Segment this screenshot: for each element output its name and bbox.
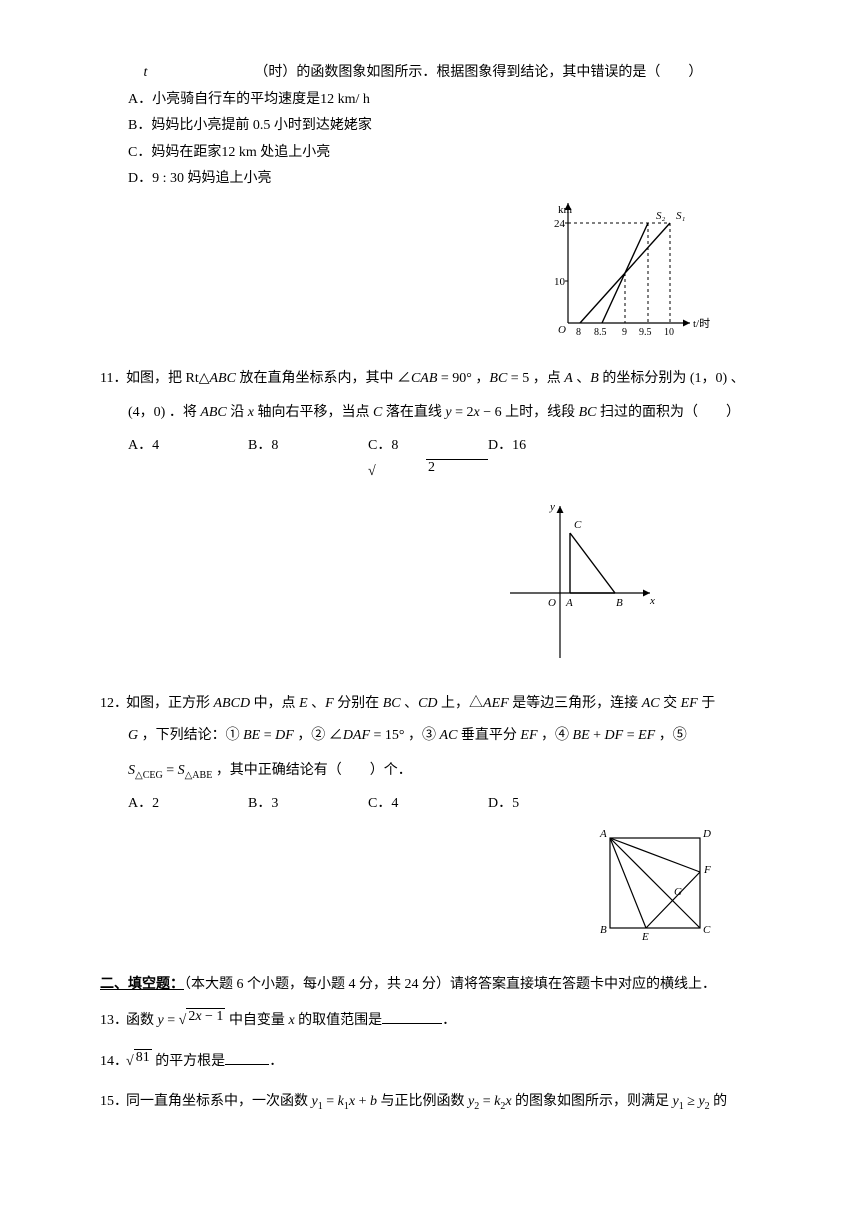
section2-head: 二、填空题： (100, 977, 184, 992)
svg-text:D: D (702, 828, 711, 840)
q12: 12．如图，正方形 ABCD 中，点 E 、F 分别在 BC 、CD 上，△AE… (100, 691, 760, 954)
q10-optB: B．妈妈比小亮提前 0.5 小时到达姥姥家 (128, 113, 760, 140)
xtick-95: 9.5 (639, 327, 652, 338)
section2-body: （本大题 6 个小题，每小题 4 分，共 24 分）请将答案直接填在答题卡中对应… (184, 977, 716, 992)
x-label: t/时 (693, 317, 710, 330)
q10-stem-text: （时）的函数图象如图所示．根据图象得到结论，其中错误的是（ ） (254, 65, 702, 80)
q12-optB: B．3 (248, 791, 368, 818)
q10-t: t (144, 65, 148, 80)
svg-text:x: x (649, 595, 655, 607)
s1-label: S₁ (676, 210, 686, 222)
q11-num: 11． (100, 366, 126, 393)
svg-text:y: y (549, 501, 555, 513)
q14-num: 14． (100, 1049, 126, 1076)
q11-optB: B．8 (248, 433, 368, 486)
svg-text:B: B (600, 924, 607, 936)
q12-optC: C．4 (368, 791, 488, 818)
svg-text:C: C (703, 924, 711, 936)
svg-text:A: A (599, 828, 607, 840)
q11-stem-line1: 11．如图，把 Rt△ABC 放在直角坐标系内，其中 ∠CAB = 90° ，B… (100, 366, 760, 393)
section-2: 二、填空题：（本大题 6 个小题，每小题 4 分，共 24 分）请将答案直接填在… (100, 972, 760, 999)
q12-stem-line1: 12．如图，正方形 ABCD 中，点 E 、F 分别在 BC 、CD 上，△AE… (100, 691, 760, 718)
q11-options: A．4 B．8 C．8√2 D．16 (128, 433, 760, 486)
q12-figure: A D C B E F G (100, 823, 720, 954)
q14-blank (225, 1050, 269, 1065)
q11-optC: C．8√2 (368, 433, 488, 486)
q15: 15．同一直角坐标系中，一次函数 y1 = k1x + b 与正比例函数 y2 … (100, 1089, 760, 1116)
q11-optD: D．16 (488, 433, 608, 486)
q12-options: A．2 B．3 C．4 D．5 (128, 791, 760, 818)
svg-text:E: E (641, 931, 649, 943)
q12-stem-line3: S△CEG = S△ABE ，其中正确结论有（ ）个． (128, 758, 760, 785)
q13: 13．函数 y = √2x − 1 中自变量 x 的取值范围是． (100, 1008, 760, 1035)
q11-figure: O A B C x y (400, 498, 760, 679)
q14: 14．√81 的平方根是． (100, 1049, 760, 1076)
q11-stem-line2: (4，0) ．将 ABC 沿 x 轴向右平移，当点 C 落在直线 y = 2x … (128, 400, 760, 427)
s2-label: S₂ (656, 210, 666, 222)
svg-text:G: G (674, 886, 682, 898)
q10: t （时）的函数图象如图所示．根据图象得到结论，其中错误的是（ ） A．小亮骑自… (100, 60, 760, 354)
svg-text:B: B (616, 597, 623, 609)
q13-num: 13． (100, 1008, 126, 1035)
ytick-24: 24 (554, 218, 566, 230)
q12-optD: D．5 (488, 791, 608, 818)
q12-optA: A．2 (128, 791, 248, 818)
q10-optD: D．9 : 30 妈妈追上小亮 (128, 166, 760, 193)
q10-optA: A．小亮骑自行车的平均速度是12 km/ h (128, 87, 760, 114)
q10-stem: t （时）的函数图象如图所示．根据图象得到结论，其中错误的是（ ） (128, 60, 760, 87)
svg-text:A: A (565, 597, 573, 609)
y-label: km (558, 204, 573, 216)
ytick-10: 10 (554, 276, 566, 288)
q10-optC: C．妈妈在距家12 km 处追上小亮 (128, 140, 760, 167)
q15-num: 15． (100, 1089, 126, 1116)
q11-optA: A．4 (128, 433, 248, 486)
svg-text:C: C (574, 519, 582, 531)
q12-stem-line2: G ，下列结论：① BE = DF ，② ∠DAF = 15° ，③ AC 垂直… (128, 723, 760, 750)
xtick-9: 9 (622, 327, 627, 338)
svg-text:F: F (703, 864, 711, 876)
xtick-85: 8.5 (594, 327, 607, 338)
q11: 11．如图，把 Rt△ABC 放在直角坐标系内，其中 ∠CAB = 90° ，B… (100, 366, 760, 679)
q10-figure: 10 24 8 8.5 9 9.5 10 S₁ S₂ km t/时 O (100, 193, 720, 354)
q12-num: 12． (100, 691, 126, 718)
xtick-8: 8 (576, 327, 581, 338)
xtick-10: 10 (664, 327, 674, 338)
svg-text:O: O (548, 597, 556, 609)
q13-blank (382, 1009, 442, 1024)
origin: O (558, 324, 566, 336)
